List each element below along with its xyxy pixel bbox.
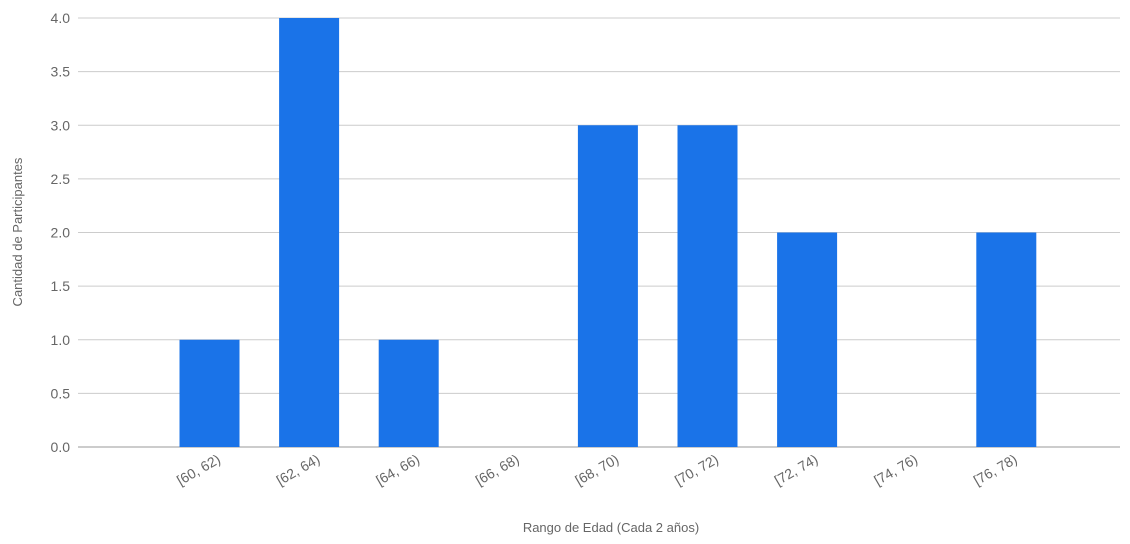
y-tick-label: 1.0 [51, 332, 71, 348]
y-axis-ticks: 0.0 0.5 1.0 1.5 2.0 2.5 3.0 3.5 4.0 [51, 10, 71, 455]
x-axis-ticks: [60, 62) [62, 64) [64, 66) [66, 68) [68, 70)… [174, 451, 1020, 489]
bar[interactable] [179, 339, 240, 447]
x-tick-label: [70, 72) [672, 451, 721, 489]
x-tick-label: [64, 66) [373, 451, 422, 489]
x-axis-title: Rango de Edad (Cada 2 años) [523, 520, 699, 535]
y-tick-label: 0.5 [51, 385, 71, 401]
y-tick-label: 0.0 [51, 439, 71, 455]
x-tick-label: [68, 70) [572, 451, 621, 489]
x-tick-label: [72, 74) [771, 451, 820, 489]
bar[interactable] [279, 18, 340, 447]
bar[interactable] [976, 232, 1037, 448]
y-tick-label: 3.0 [51, 117, 71, 133]
bar[interactable] [677, 125, 738, 447]
x-tick-label: [60, 62) [174, 451, 223, 489]
y-tick-label: 3.5 [51, 64, 71, 80]
x-tick-label: [62, 64) [273, 451, 322, 489]
y-tick-label: 4.0 [51, 10, 71, 26]
bars-layer [179, 18, 1037, 448]
x-tick-label: [66, 68) [473, 451, 522, 489]
bar[interactable] [777, 232, 838, 448]
y-tick-label: 1.5 [51, 278, 71, 294]
y-tick-label: 2.5 [51, 171, 71, 187]
bar[interactable] [378, 339, 439, 447]
x-tick-label: [74, 76) [871, 451, 920, 489]
x-tick-label: [76, 78) [971, 451, 1020, 489]
y-tick-label: 2.0 [51, 225, 71, 241]
y-axis-title: Cantidad de Participantes [10, 157, 25, 306]
bar[interactable] [577, 125, 638, 447]
